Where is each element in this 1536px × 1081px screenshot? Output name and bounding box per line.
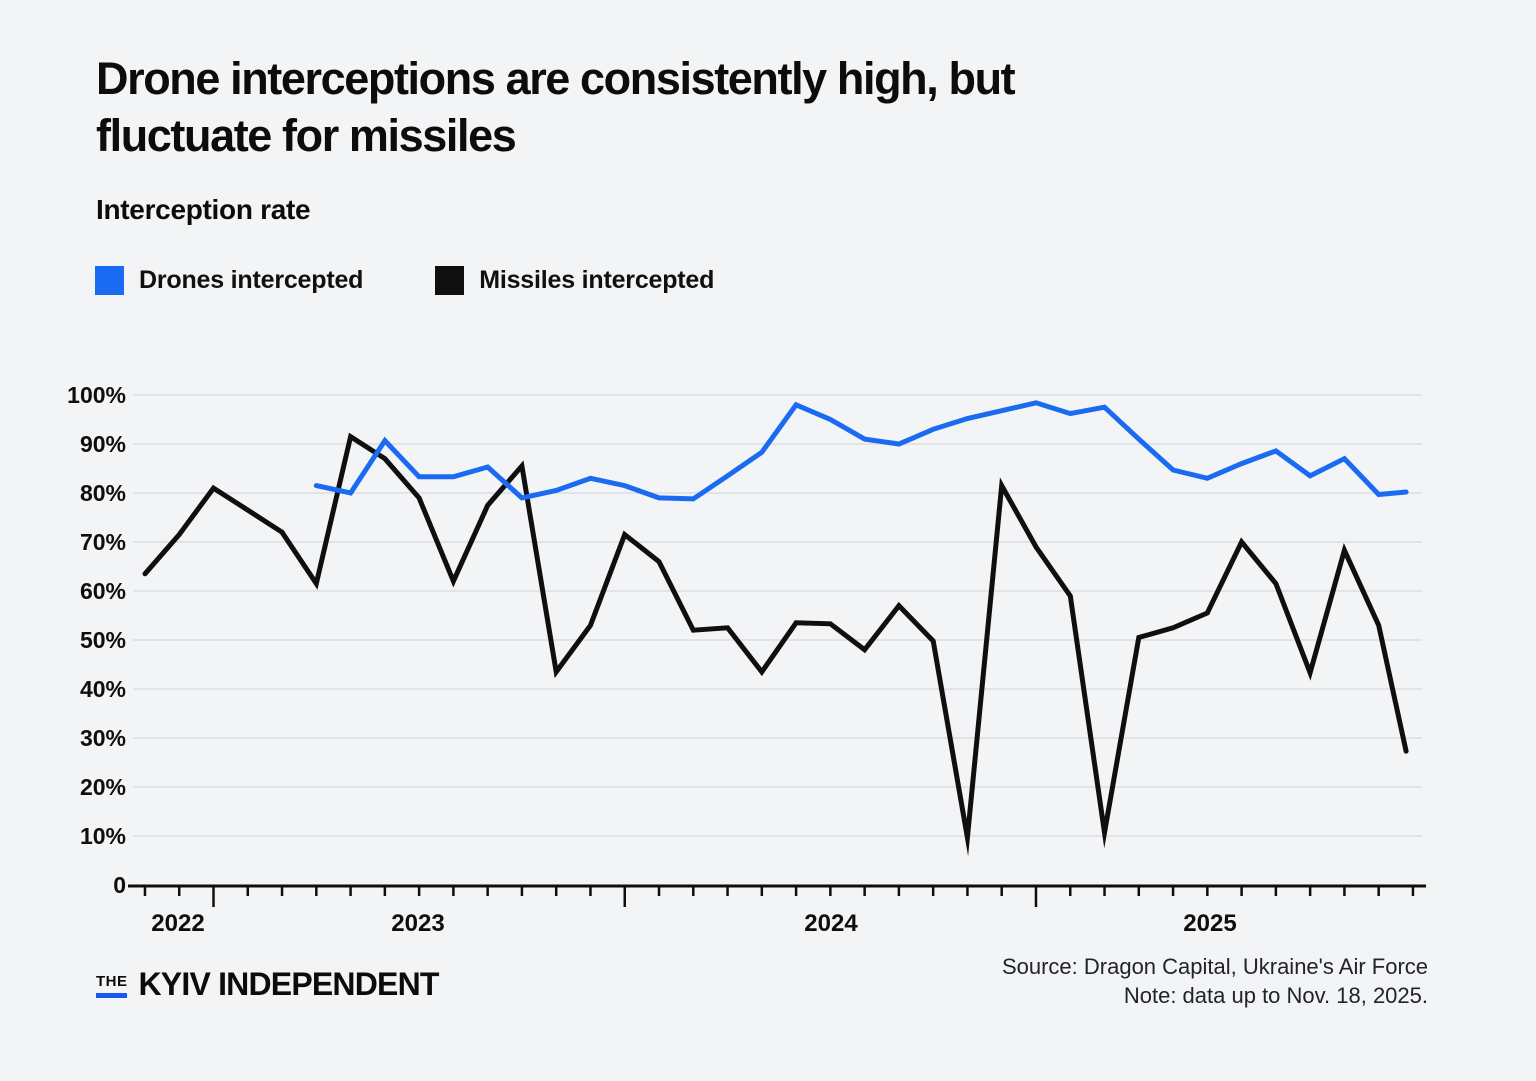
legend-label-missiles: Missiles intercepted bbox=[479, 266, 715, 294]
legend-item-drones: Drones intercepted bbox=[95, 266, 363, 295]
x-axis-year-label: 2025 bbox=[1183, 910, 1236, 937]
source-note: Source: Dragon Capital, Ukraine's Air Fo… bbox=[1002, 952, 1428, 1010]
chart-subtitle: Interception rate bbox=[96, 194, 311, 225]
y-axis-label: 80% bbox=[80, 480, 126, 506]
logo-the-block: THE bbox=[96, 973, 128, 998]
y-axis-label: 50% bbox=[80, 627, 126, 653]
y-axis-label: 60% bbox=[80, 578, 126, 604]
logo-name-text: KYIV INDEPENDENT bbox=[138, 966, 440, 1002]
page-title-line1: Drone interceptions are consistently hig… bbox=[96, 53, 1016, 104]
series-line-drones-intercepted bbox=[313, 400, 1409, 502]
legend-label-drones: Drones intercepted bbox=[139, 266, 364, 294]
kyiv-independent-logo: THE KYIV INDEPENDENT bbox=[96, 966, 439, 1003]
y-axis-label: 30% bbox=[80, 725, 126, 751]
page-title: Drone interceptions are consistently hig… bbox=[96, 50, 1436, 164]
y-axis-label: 10% bbox=[80, 823, 126, 849]
y-axis-label: 20% bbox=[80, 774, 126, 800]
page-title-line2: fluctuate for missiles bbox=[96, 110, 517, 161]
legend-item-missiles: Missiles intercepted bbox=[435, 266, 714, 295]
y-axis-label: 70% bbox=[80, 529, 126, 555]
drones-swatch-icon bbox=[95, 266, 124, 295]
note-line: Note: data up to Nov. 18, 2025. bbox=[1123, 983, 1428, 1008]
y-axis-label: 40% bbox=[80, 676, 126, 702]
logo-blue-underline bbox=[96, 993, 127, 998]
series-line-missiles-intercepted bbox=[142, 432, 1409, 857]
y-axis-label: 100% bbox=[67, 382, 126, 408]
x-axis-year-label: 2024 bbox=[804, 910, 858, 937]
logo-the-text: THE bbox=[96, 973, 128, 990]
y-axis-label: 0 bbox=[113, 872, 126, 898]
source-line: Source: Dragon Capital, Ukraine's Air Fo… bbox=[1001, 954, 1428, 979]
missiles-swatch-icon bbox=[435, 266, 465, 295]
x-axis-year-label: 2023 bbox=[391, 910, 444, 937]
x-axis-year-label: 2022 bbox=[151, 910, 204, 937]
legend: Drones intercepted Missiles intercepted bbox=[95, 266, 714, 295]
y-axis-label: 90% bbox=[80, 431, 126, 457]
